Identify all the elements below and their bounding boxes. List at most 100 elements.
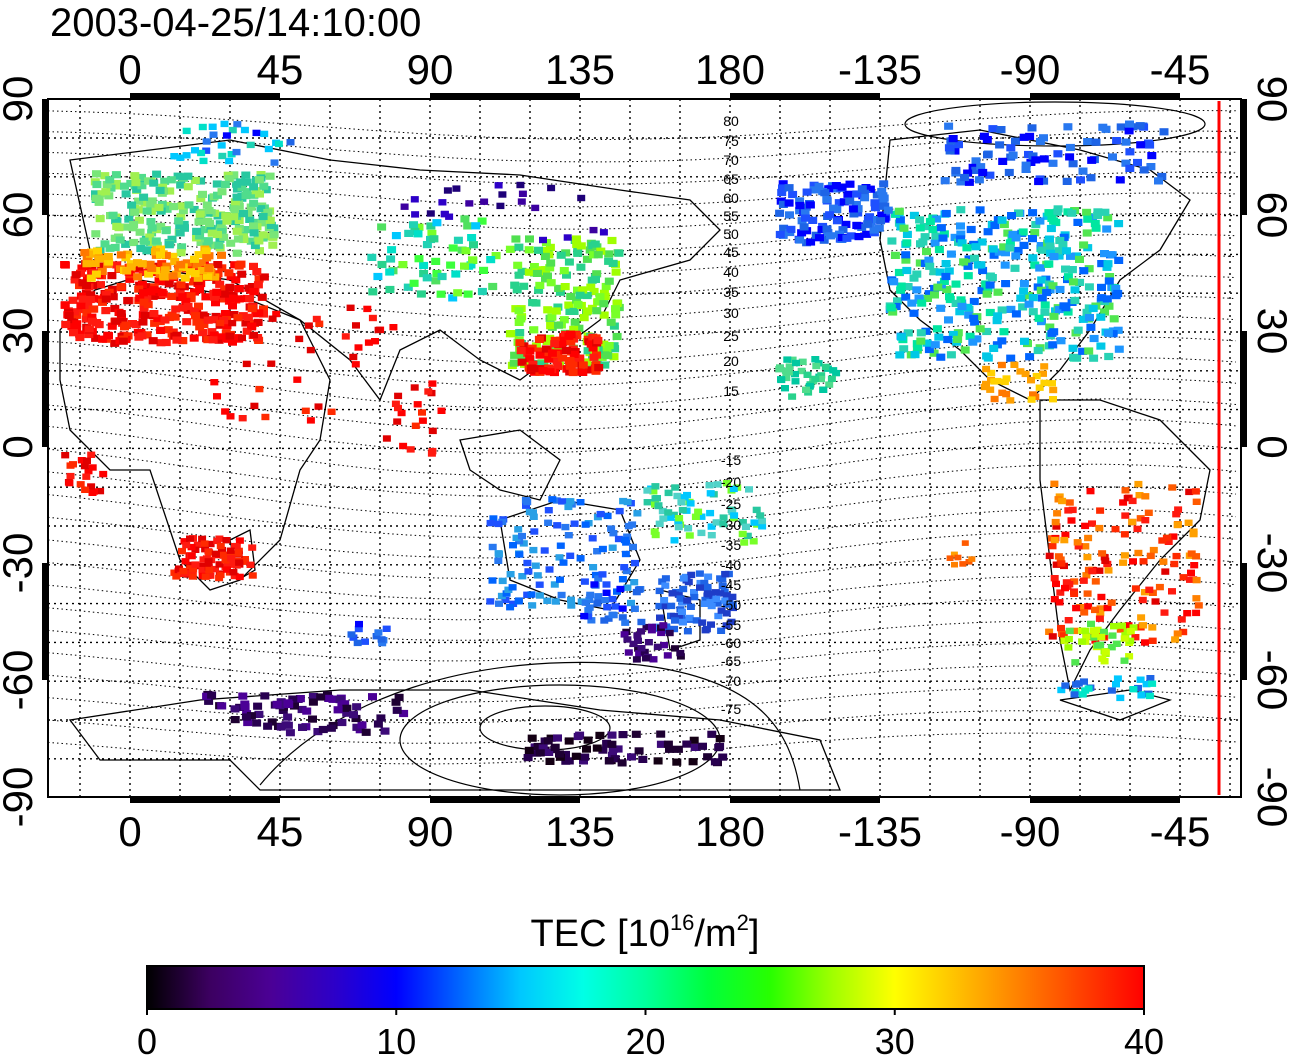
tec-pixel: [1097, 294, 1107, 302]
tec-pixel: [987, 274, 997, 282]
tec-pixel: [738, 530, 747, 538]
tec-pixel: [544, 355, 554, 363]
tec-pixel: [868, 216, 878, 224]
tec-pixel: [213, 537, 222, 545]
tec-pixel: [679, 619, 687, 626]
tec-pixel: [511, 235, 521, 243]
tec-pixel: [1121, 159, 1131, 167]
tec-pixel: [1052, 580, 1060, 588]
tec-pixel: [1059, 302, 1069, 310]
tec-pixel: [634, 586, 643, 593]
tec-pixel: [216, 542, 225, 550]
tec-pixel: [249, 262, 258, 270]
tec-pixel: [198, 123, 207, 131]
tec-pixel: [621, 550, 630, 558]
tec-pixel: [460, 215, 470, 223]
tec-pixel: [189, 205, 199, 214]
tec-pixel: [611, 311, 621, 319]
tec-pixel: [111, 182, 121, 190]
colorbar-title-prefix: TEC [10: [531, 913, 670, 955]
tec-pixel: [1073, 539, 1082, 546]
tec-pixel: [831, 182, 841, 190]
tec-pixel: [461, 247, 471, 255]
tec-pixel: [259, 273, 269, 281]
tec-pixel: [1098, 550, 1107, 557]
tec-pixel: [798, 358, 807, 365]
tec-pixel: [82, 473, 91, 480]
tec-pixel: [596, 510, 605, 518]
tec-pixel: [918, 238, 928, 246]
tec-pixel: [214, 241, 224, 249]
tec-pixel: [589, 226, 598, 234]
tec-pixel: [578, 368, 588, 376]
tec-pixel: [218, 152, 227, 160]
tec-pixel: [795, 197, 805, 205]
tec-pixel: [1108, 632, 1117, 639]
geomag-label: -25: [721, 496, 741, 512]
tec-pixel: [242, 360, 251, 368]
tec-pixel: [960, 346, 970, 354]
tec-pixel: [623, 533, 632, 540]
tec-pixel: [677, 499, 686, 506]
tec-pixel: [84, 325, 94, 333]
tec-pixel: [907, 299, 917, 307]
tec-pixel: [216, 319, 225, 327]
tec-pixel: [674, 518, 683, 525]
tec-pixel: [1134, 549, 1143, 557]
tec-observations: [60, 120, 1203, 767]
colorbar-tick-label: 10: [376, 1021, 416, 1057]
tec-pixel: [642, 623, 651, 631]
tec-pixel: [1045, 242, 1055, 250]
tec-pixel: [242, 188, 252, 196]
tec-pixel: [1061, 584, 1069, 592]
tec-pixel: [263, 722, 273, 730]
tec-pixel: [156, 251, 165, 259]
tec-pixel: [144, 177, 154, 185]
tec-pixel: [268, 315, 277, 322]
tec-pixel: [968, 338, 978, 346]
tec-pixel: [333, 706, 343, 714]
tec-pixel: [1070, 286, 1080, 294]
tec-pixel: [1131, 585, 1140, 592]
tec-pixel: [1125, 148, 1135, 156]
tec-pixel: [1036, 242, 1046, 250]
tec-pixel: [592, 744, 602, 752]
tec-pixel: [950, 147, 960, 155]
tec-pixel: [202, 692, 212, 700]
tec-pixel: [703, 583, 712, 591]
tec-pixel: [318, 725, 328, 734]
border-bar: [42, 99, 48, 215]
tec-pixel: [721, 571, 730, 578]
tec-pixel: [1095, 567, 1104, 574]
tec-pixel: [1079, 577, 1088, 584]
tec-pixel: [524, 746, 534, 754]
tec-pixel: [135, 294, 145, 302]
tec-pixel: [517, 267, 527, 275]
tec-pixel: [139, 193, 149, 201]
tec-pixel: [1083, 215, 1093, 223]
tec-pixel: [1091, 224, 1101, 232]
tec-pixel: [706, 599, 715, 606]
tec-pixel: [655, 520, 664, 527]
tec-pixel: [1187, 550, 1196, 557]
tec-pixel: [471, 222, 481, 230]
tec-pixel: [1084, 603, 1093, 610]
tec-pixel: [860, 194, 870, 202]
tec-pixel: [1123, 494, 1132, 502]
tec-pixel: [698, 742, 707, 750]
tec-pixel: [486, 256, 496, 264]
tec-pixel: [123, 297, 133, 305]
tec-pixel: [1096, 342, 1106, 350]
geomag-contour: [48, 732, 1237, 765]
tec-pixel: [618, 731, 628, 739]
tec-pixel: [1049, 253, 1059, 261]
tec-pixel: [234, 216, 244, 225]
tec-pixel: [91, 190, 100, 198]
tec-pixel: [230, 543, 239, 550]
tec-pixel: [1054, 247, 1064, 255]
lat-tick-label: 60: [1249, 192, 1292, 239]
tec-pixel: [107, 272, 117, 280]
tec-pixel: [569, 325, 579, 333]
tec-pixel: [962, 244, 972, 252]
tec-pixel: [137, 260, 147, 268]
